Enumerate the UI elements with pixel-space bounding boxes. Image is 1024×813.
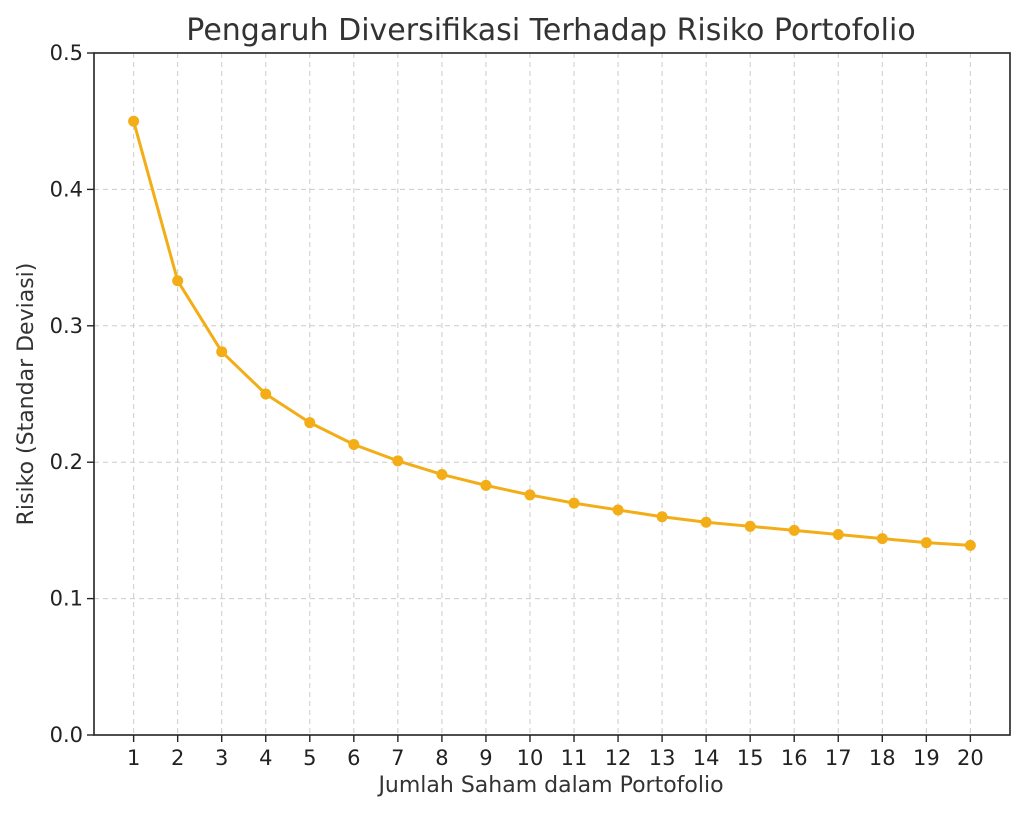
y-tick-label: 0.5 xyxy=(50,41,83,65)
x-tick-label: 20 xyxy=(957,746,984,770)
data-point xyxy=(128,115,140,127)
data-point xyxy=(568,497,580,509)
x-tick-label: 10 xyxy=(517,746,544,770)
data-point xyxy=(172,275,184,287)
x-tick-label: 11 xyxy=(561,746,588,770)
grid-layer xyxy=(94,52,1010,736)
data-point xyxy=(656,511,668,523)
data-point xyxy=(304,417,316,429)
x-tick-label: 18 xyxy=(869,746,896,770)
series-line xyxy=(132,120,971,547)
y-tick-label: 0.4 xyxy=(50,177,83,201)
x-tick-label: 14 xyxy=(693,746,720,770)
x-tick-label: 7 xyxy=(391,746,404,770)
x-tick-label: 19 xyxy=(913,746,940,770)
y-axis-label: Risiko (Standar Deviasi) xyxy=(14,263,39,526)
data-point xyxy=(876,533,888,545)
y-tick-label: 0.2 xyxy=(50,450,83,474)
x-axis-label: Jumlah Saham dalam Portofolio xyxy=(376,773,723,798)
x-tick-label: 8 xyxy=(435,746,448,770)
x-tick-label: 5 xyxy=(303,746,316,770)
plot-frame xyxy=(93,52,1011,736)
x-tick-label: 12 xyxy=(605,746,632,770)
data-point xyxy=(612,504,624,516)
data-point xyxy=(436,468,448,480)
data-point xyxy=(348,438,360,450)
x-tick-label: 3 xyxy=(215,746,228,770)
data-point xyxy=(392,455,404,467)
data-point xyxy=(260,388,272,400)
data-point xyxy=(480,479,492,491)
x-tick-label: 15 xyxy=(737,746,764,770)
x-tick-label: 6 xyxy=(347,746,360,770)
series-layer xyxy=(128,115,976,551)
data-point xyxy=(964,539,976,551)
axes-layer: 1 2 3 4 5 6 7 8 9 10 11 12 13 14 15 16 17 18 19 200.00.10.2… xyxy=(50,41,1011,770)
x-tick-label: 13 xyxy=(649,746,676,770)
data-point xyxy=(788,524,800,536)
x-tick-label: 17 xyxy=(825,746,852,770)
x-tick-label: 1 xyxy=(127,746,140,770)
data-point xyxy=(920,537,932,549)
y-tick-label: 0.0 xyxy=(50,723,83,747)
x-tick-label: 4 xyxy=(259,746,272,770)
data-point xyxy=(216,346,228,358)
y-tick-label: 0.3 xyxy=(50,314,83,338)
data-point xyxy=(744,520,756,532)
chart-title: Pengaruh Diversifikasi Terhadap Risiko P… xyxy=(186,13,915,48)
x-tick-label: 16 xyxy=(781,746,808,770)
data-point xyxy=(700,516,712,528)
x-tick-label: 2 xyxy=(171,746,184,770)
y-tick-label: 0.1 xyxy=(50,587,83,611)
data-point xyxy=(832,528,844,540)
data-point xyxy=(524,489,536,501)
x-tick-label: 9 xyxy=(479,746,492,770)
